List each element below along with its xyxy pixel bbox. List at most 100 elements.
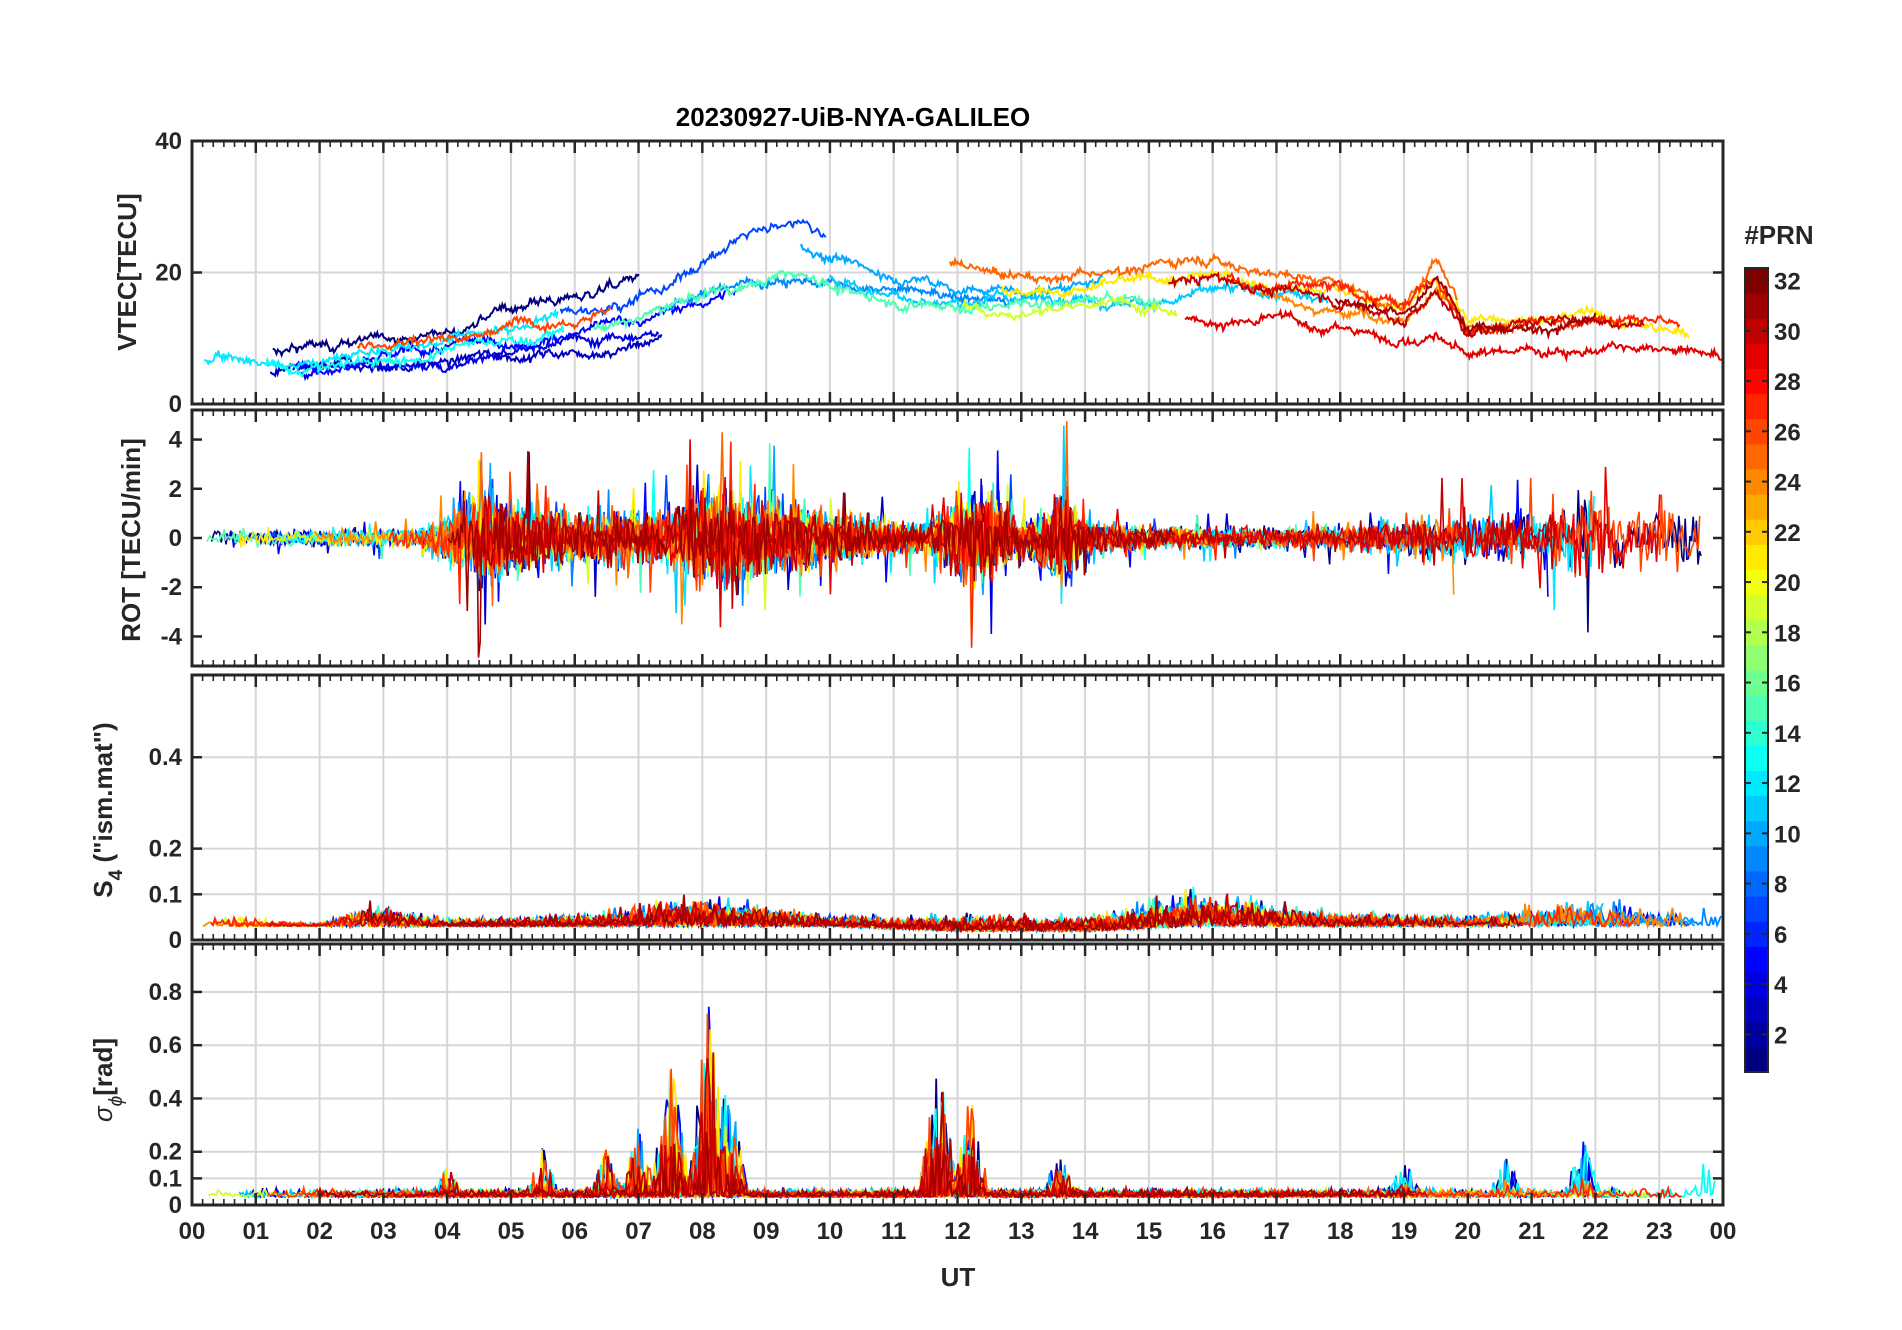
x-tick-label: 18 bbox=[1327, 1218, 1354, 1245]
chart-title: 20230927-UiB-NYA-GALILEO bbox=[676, 102, 1031, 132]
colorbar-segment bbox=[1745, 544, 1768, 570]
colorbar-tick-label: 2 bbox=[1774, 1022, 1787, 1049]
vtec-series-prn-19 bbox=[961, 295, 1178, 322]
x-tick-label: 11 bbox=[881, 1218, 906, 1245]
colorbar-tick-label: 20 bbox=[1774, 570, 1801, 597]
vtec-series-prn-10 bbox=[799, 243, 1104, 302]
x-tick-label: 17 bbox=[1263, 1218, 1290, 1245]
colorbar-segment bbox=[1745, 293, 1768, 319]
s4-series-prn-31 bbox=[354, 894, 1523, 933]
vtec-series-prn-13 bbox=[265, 324, 565, 379]
vtec-series-prn-29 bbox=[1184, 307, 1723, 363]
x-tick-label: 05 bbox=[498, 1218, 525, 1245]
colorbar-segment bbox=[1745, 519, 1768, 545]
x-tick-label: 00 bbox=[179, 1218, 206, 1245]
colorbar-tick-label: 22 bbox=[1774, 520, 1801, 547]
colorbar-segment bbox=[1745, 443, 1768, 470]
colorbar-tick-label: 12 bbox=[1774, 771, 1801, 798]
vtec-series-prn-27 bbox=[1225, 271, 1681, 340]
colorbar-segment bbox=[1745, 644, 1768, 671]
vtec-series-prn-31 bbox=[1334, 275, 1597, 341]
y-tick-label: 0 bbox=[169, 525, 182, 552]
vtec-series-prn-7 bbox=[559, 218, 827, 317]
s4-ylabel-main: S bbox=[88, 880, 118, 897]
y-tick-label: 0.4 bbox=[149, 744, 183, 771]
colorbar-tick-label: 4 bbox=[1774, 972, 1788, 999]
vtec-series-prn-21 bbox=[1000, 268, 1690, 340]
s4-ylabel-rest: ("ism.mat") bbox=[88, 722, 118, 869]
y-tick-label: 0.1 bbox=[149, 881, 182, 908]
colorbar-segment bbox=[1745, 896, 1768, 922]
vtec-series-group bbox=[204, 218, 1723, 382]
y-tick-label: 0 bbox=[169, 927, 182, 954]
x-tick-label: 07 bbox=[625, 1218, 652, 1245]
x-tick-label: 09 bbox=[753, 1218, 780, 1245]
y-tick-label: 0.1 bbox=[149, 1165, 182, 1192]
colorbar-tick-label: 16 bbox=[1774, 671, 1801, 698]
colorbar-segment bbox=[1745, 720, 1768, 746]
colorbar-segment bbox=[1745, 268, 1768, 294]
rot-ylabel: ROT [TECU/min] bbox=[116, 438, 146, 642]
x-tick-label: 20 bbox=[1454, 1218, 1481, 1245]
y-tick-label: 0.2 bbox=[149, 1139, 182, 1166]
colorbar-segment bbox=[1745, 770, 1768, 797]
x-tick-label: 04 bbox=[434, 1218, 461, 1245]
vtec-panel: 0 20 40 bbox=[155, 128, 1725, 418]
x-tick-label: 02 bbox=[306, 1218, 333, 1245]
colorbar-segment bbox=[1745, 795, 1768, 822]
colorbar-segment bbox=[1745, 318, 1768, 344]
x-tick-label: 23 bbox=[1646, 1218, 1673, 1245]
vtec-series-prn-26 bbox=[356, 306, 612, 352]
colorbar-tick-label: 26 bbox=[1774, 419, 1801, 446]
y-tick-label: 0 bbox=[169, 1192, 182, 1219]
colorbar-segment bbox=[1745, 946, 1768, 972]
sigma-phi-panel: 00.10.2 0.4 0.6 0.8 00 01 02 03 04 05 06 07 08 09 10 11… bbox=[149, 942, 1736, 1245]
colorbar-segment bbox=[1745, 469, 1768, 495]
sigma-phi-ylabel: σϕ[rad] bbox=[88, 1038, 127, 1122]
vtec-series-prn-30 bbox=[1167, 271, 1645, 338]
colorbar-tick-label: 18 bbox=[1774, 620, 1801, 647]
s4-ylabel: S4 ("ism.mat") bbox=[88, 722, 127, 897]
x-tick-label: 21 bbox=[1518, 1218, 1545, 1245]
colorbar-segment bbox=[1745, 921, 1768, 947]
colorbar-tick-label: 24 bbox=[1774, 470, 1801, 497]
colorbar-segment bbox=[1745, 996, 1768, 1023]
colorbar-segment bbox=[1745, 695, 1768, 721]
colorbar-tick-label: 30 bbox=[1774, 319, 1801, 346]
colorbar-tick-label: 8 bbox=[1774, 872, 1787, 899]
y-tick-label: 20 bbox=[155, 260, 182, 287]
y-tick-label: -4 bbox=[161, 623, 183, 650]
x-tick-label: 08 bbox=[689, 1218, 716, 1245]
colorbar-frame bbox=[1744, 267, 1769, 1073]
y-tick-label: 0.8 bbox=[149, 979, 182, 1006]
x-tick-label: 14 bbox=[1072, 1218, 1099, 1245]
sigma-phi-series-prn-31 bbox=[317, 1131, 1415, 1201]
rot-series-group bbox=[206, 421, 1702, 658]
colorbar-segment bbox=[1745, 619, 1768, 646]
x-tick-label: 15 bbox=[1136, 1218, 1163, 1245]
colorbar-tick-label: 28 bbox=[1774, 369, 1801, 396]
colorbar-segment bbox=[1745, 343, 1768, 369]
colorbar-segment bbox=[1745, 1046, 1768, 1073]
colorbar-segment bbox=[1745, 670, 1768, 696]
colorbar-segment bbox=[1745, 871, 1768, 897]
x-tick-label: 19 bbox=[1391, 1218, 1418, 1245]
sigma-phi-ylabel-main: σ bbox=[88, 1105, 118, 1122]
s4-series-group bbox=[202, 886, 1722, 935]
colorbar-segment bbox=[1745, 418, 1768, 445]
colorbar-title: #PRN bbox=[1744, 220, 1813, 250]
x-axis-label: UT bbox=[941, 1262, 976, 1292]
sigma-phi-ylabel-sub: ϕ bbox=[106, 1096, 127, 1107]
sigma-phi-ylabel-rest: [rad] bbox=[88, 1038, 118, 1096]
x-tick-label: 03 bbox=[370, 1218, 397, 1245]
s4-panel: 0 0.1 0.2 0.4 bbox=[149, 673, 1725, 954]
y-tick-label: 0.6 bbox=[149, 1032, 182, 1059]
x-tick-label: 13 bbox=[1008, 1218, 1035, 1245]
colorbar-tick-label: 10 bbox=[1774, 821, 1801, 848]
colorbar-segment bbox=[1745, 1021, 1768, 1048]
y-tick-label: 0 bbox=[169, 391, 182, 418]
y-tick-label: 0.2 bbox=[149, 836, 182, 863]
x-tick-label: 06 bbox=[561, 1218, 588, 1245]
vtec-ylabel: VTEC[TECU] bbox=[112, 193, 142, 350]
